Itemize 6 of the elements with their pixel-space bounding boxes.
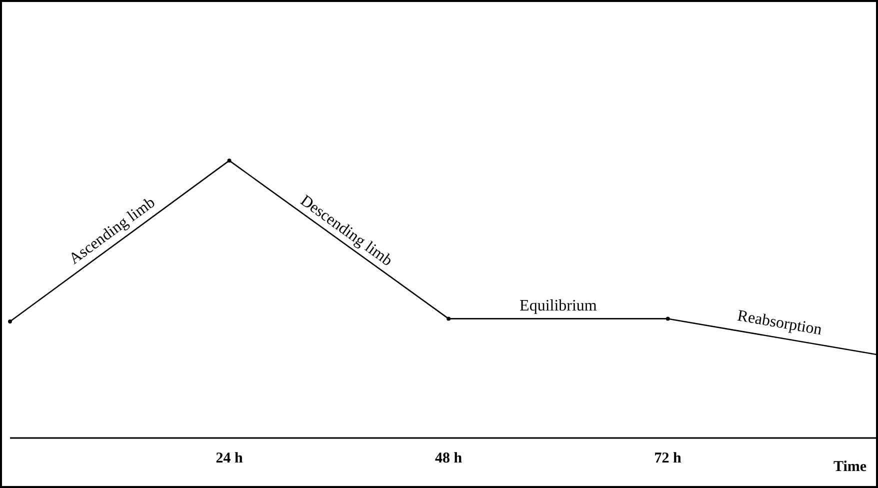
x-axis-title: Time xyxy=(833,459,867,475)
annotation: Equilibrium xyxy=(520,298,598,315)
x-tick-label: 24 h xyxy=(216,450,244,467)
x-tick-label: 48 h xyxy=(435,450,463,467)
annotation: Reabsorption xyxy=(736,307,824,339)
x-tick-label: 72 h xyxy=(654,450,682,467)
